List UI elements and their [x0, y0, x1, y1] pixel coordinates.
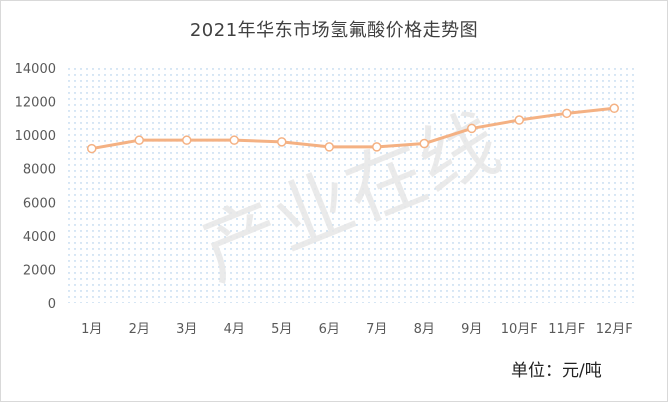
data-point [229, 135, 239, 145]
y-tick-label: 0 [48, 297, 56, 312]
x-tick-label: 10月F [501, 322, 538, 337]
x-tick-label: 2月 [129, 322, 150, 337]
x-tick-label: 6月 [319, 322, 340, 337]
y-tick-label: 6000 [23, 196, 56, 211]
y-tick-label: 4000 [23, 230, 56, 245]
y-tick-label: 14000 [15, 62, 56, 77]
x-tick-label: 5月 [271, 322, 292, 337]
data-point [514, 115, 524, 125]
x-tick-label: 3月 [176, 322, 197, 337]
data-point [372, 142, 382, 152]
data-point [134, 135, 144, 145]
data-point [609, 103, 619, 114]
x-tick-label: 8月 [414, 322, 435, 337]
y-tick-label: 12000 [15, 96, 56, 111]
x-tick-label: 1月 [81, 322, 102, 337]
series-line [91, 106, 615, 151]
x-tick-label: 9月 [461, 322, 482, 337]
y-tick-label: 2000 [23, 263, 56, 278]
data-point [562, 108, 572, 119]
data-point [419, 138, 429, 149]
plot-background [68, 68, 638, 303]
data-point [277, 137, 287, 147]
y-axis: 0 2000 4000 6000 8000 10000 12000 14000 [15, 62, 56, 312]
unit-label: 单位：元/吨 [511, 361, 602, 381]
x-tick-label: 11月F [548, 322, 585, 337]
y-tick-label: 8000 [23, 163, 56, 178]
x-tick-label: 7月 [366, 322, 387, 337]
x-tick-label: 4月 [224, 322, 245, 337]
data-point [467, 123, 477, 134]
data-point [324, 142, 334, 152]
data-point [182, 135, 192, 145]
data-point [87, 143, 97, 154]
x-axis: 1月 2月 3月 4月 5月 6月 7月 8月 9月 10月F 11月F 12月F [81, 322, 633, 337]
y-tick-label: 10000 [15, 129, 56, 144]
chart-title: 2021年华东市场氢氟酸价格走势图 [189, 20, 479, 41]
x-tick-label: 12月F [596, 322, 633, 337]
series-price [87, 103, 619, 154]
